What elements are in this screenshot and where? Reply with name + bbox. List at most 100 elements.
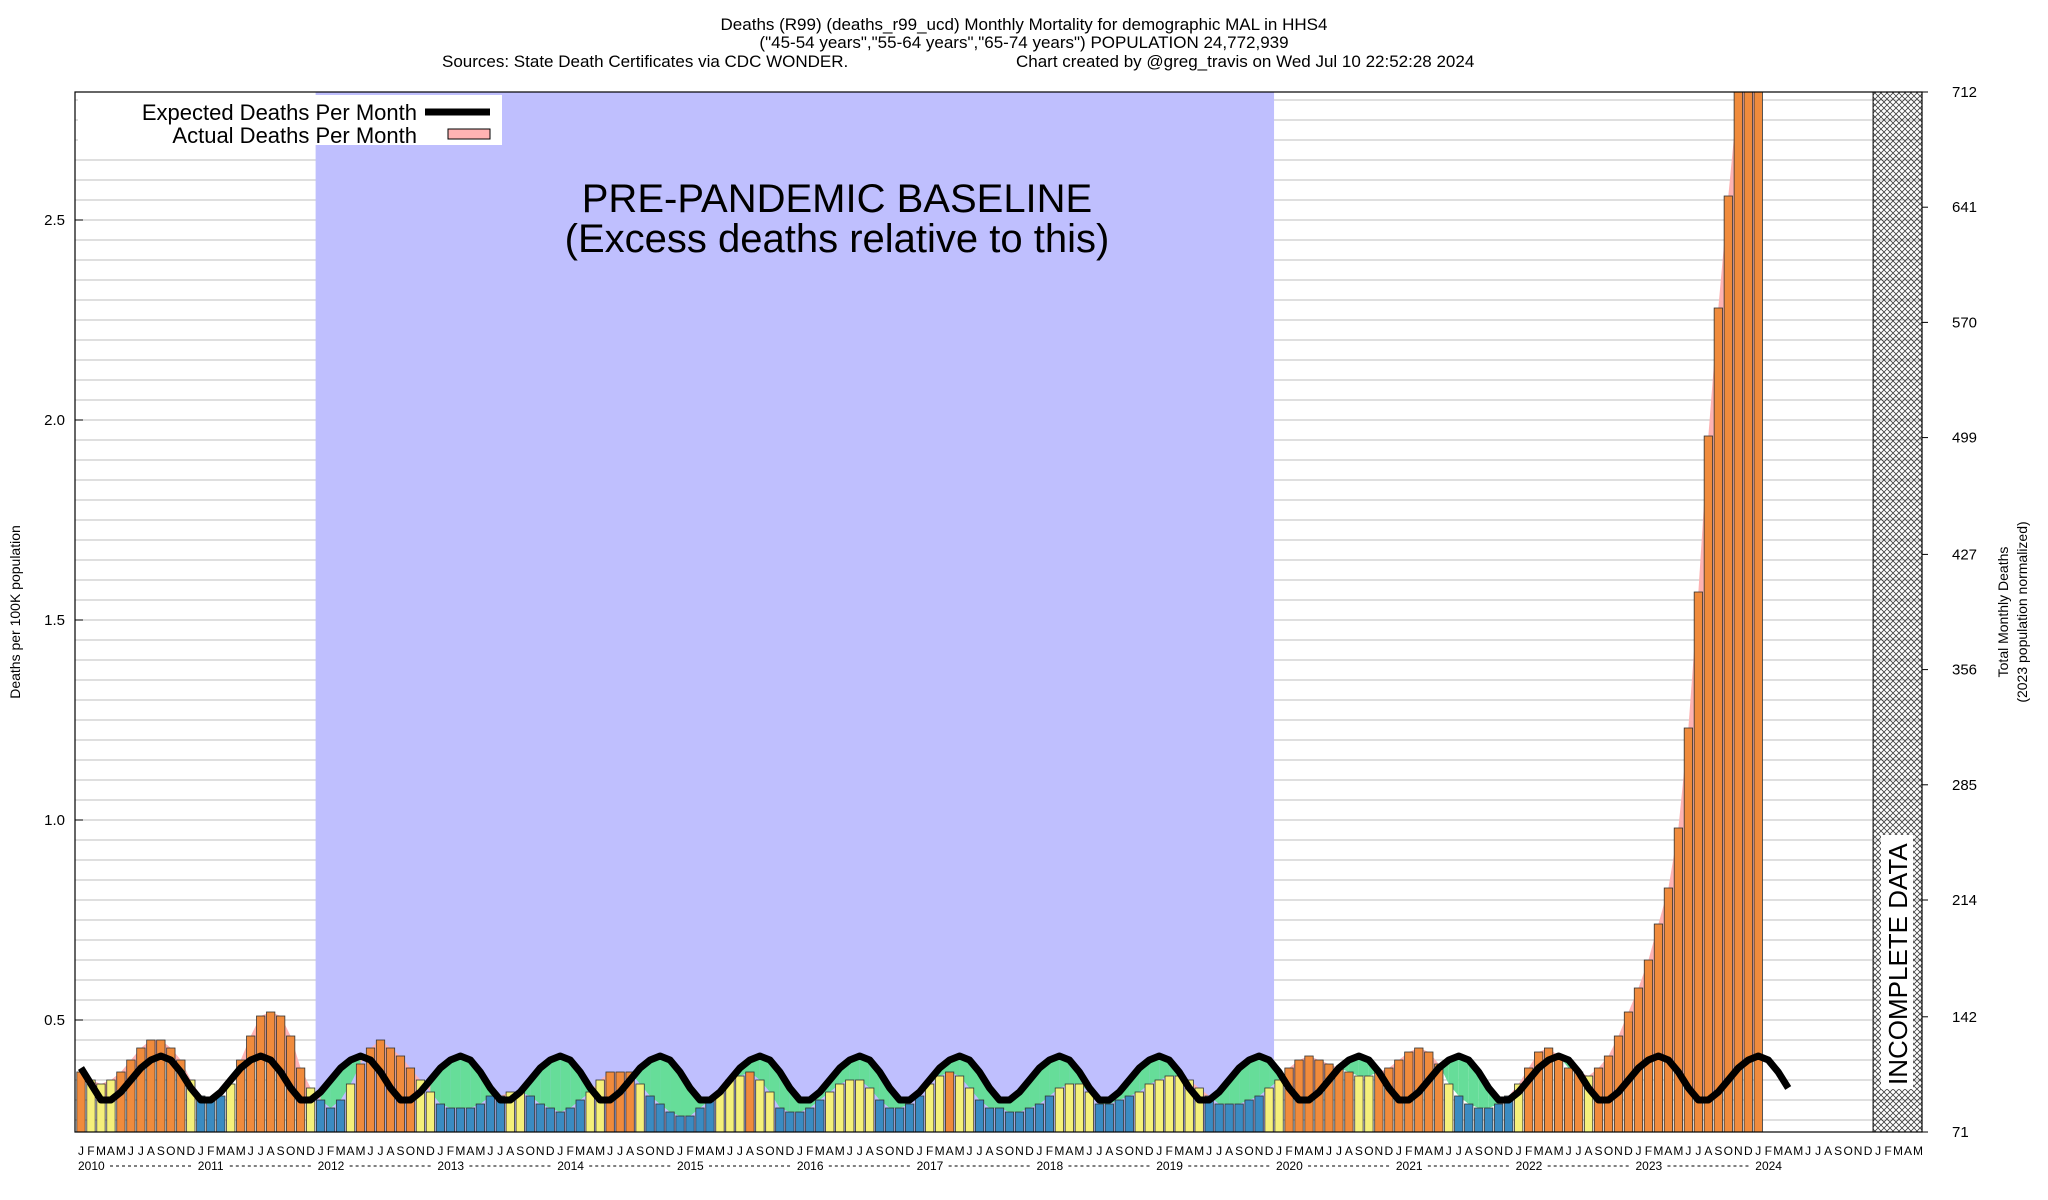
month-label: D <box>186 1144 195 1158</box>
month-label: M <box>1893 1144 1903 1158</box>
month-label: N <box>1375 1144 1384 1158</box>
bar <box>645 1095 655 1133</box>
month-label: S <box>1235 1144 1243 1158</box>
incomplete-label-box <box>1881 835 1913 1089</box>
month-label: N <box>1734 1144 1743 1158</box>
month-label: D <box>426 1144 435 1158</box>
bar <box>745 1071 755 1133</box>
month-label: M <box>1414 1144 1424 1158</box>
excess-fill <box>460 1056 471 1108</box>
month-label: M <box>595 1144 605 1158</box>
month-label: N <box>1015 1144 1024 1158</box>
bar <box>1164 1075 1174 1133</box>
bar <box>555 1111 565 1133</box>
y-tick-label: 2.0 <box>44 412 65 429</box>
bar <box>1713 307 1723 1133</box>
baseline-label: PRE-PANDEMIC BASELINE <box>582 177 1093 221</box>
month-label: M <box>955 1144 965 1158</box>
bar <box>845 1079 855 1133</box>
month-label: S <box>1355 1144 1363 1158</box>
bar <box>565 1107 575 1133</box>
month-label: D <box>786 1144 795 1158</box>
month-label: D <box>306 1144 315 1158</box>
month-label: M <box>1773 1144 1783 1158</box>
y2-tick-label: 356 <box>1952 662 1977 679</box>
month-label: A <box>1465 1144 1473 1158</box>
month-label: A <box>147 1144 155 1158</box>
y2-tick-label: 712 <box>1952 84 1977 101</box>
bar <box>1114 1099 1124 1133</box>
month-label: A <box>386 1144 394 1158</box>
excess-fill <box>540 1060 551 1108</box>
month-label: S <box>1115 1144 1123 1158</box>
month-label: D <box>1744 1144 1753 1158</box>
bar <box>345 1083 356 1133</box>
month-label: N <box>1255 1144 1264 1158</box>
y2-axis-sublabel: (2023 population normalized) <box>2014 521 2030 702</box>
right-axis: 71 142 214 285 356 427 499 570 641 712 <box>1922 84 1977 1141</box>
bar <box>325 1107 336 1133</box>
month-label: J <box>487 1144 493 1158</box>
month-label: D <box>666 1144 675 1158</box>
month-label: O <box>166 1144 175 1158</box>
y2-tick-label: 71 <box>1952 1124 1969 1141</box>
bar <box>1444 1083 1454 1133</box>
year-label: 2014 <box>557 1159 584 1173</box>
month-label: A <box>626 1144 634 1158</box>
bar <box>635 1083 645 1133</box>
month-label: M <box>116 1144 126 1158</box>
y-tick-label: 2.5 <box>44 212 65 229</box>
month-label: N <box>1854 1144 1863 1158</box>
incomplete-label: INCOMPLETE DATA <box>1883 843 1913 1085</box>
month-label: N <box>296 1144 305 1158</box>
bar <box>954 1075 965 1133</box>
month-label: M <box>336 1144 346 1158</box>
year-label: 2024 <box>1755 1159 1782 1173</box>
month-label: F <box>926 1144 933 1158</box>
bar <box>1024 1107 1035 1133</box>
month-label: O <box>1244 1144 1253 1158</box>
legend-actual-swatch <box>447 128 491 140</box>
month-label: M <box>1554 1144 1564 1158</box>
month-label: J <box>1206 1144 1212 1158</box>
month-label: S <box>516 1144 524 1158</box>
bar <box>935 1075 945 1133</box>
excess-fill <box>650 1056 661 1104</box>
month-label: A <box>1545 1144 1553 1158</box>
y2-tick-label: 570 <box>1952 314 1977 331</box>
bar <box>445 1107 455 1133</box>
month-label: A <box>1105 1144 1113 1158</box>
month-label: J <box>917 1144 923 1158</box>
bar <box>1124 1095 1134 1133</box>
bar <box>1703 435 1713 1133</box>
bar <box>1653 923 1664 1133</box>
bar <box>1154 1079 1164 1133</box>
bar <box>685 1115 695 1133</box>
month-label: A <box>1305 1144 1313 1158</box>
month-label: J <box>1516 1144 1522 1158</box>
month-label: D <box>546 1144 555 1158</box>
left-axis: 0.5 1.0 1.5 2.0 2.5 <box>44 212 83 1029</box>
bar <box>316 1099 326 1133</box>
month-label: A <box>1904 1144 1912 1158</box>
month-label: F <box>1405 1144 1412 1158</box>
excess-fill <box>680 1072 691 1116</box>
month-label: F <box>567 1144 574 1158</box>
month-label: D <box>1624 1144 1633 1158</box>
month-label: F <box>207 1144 214 1158</box>
month-label: A <box>1824 1144 1832 1158</box>
bar <box>595 1079 605 1133</box>
bar <box>1344 1071 1354 1133</box>
month-label: J <box>198 1144 204 1158</box>
month-label: D <box>1864 1144 1873 1158</box>
month-label: A <box>826 1144 834 1158</box>
bar <box>795 1111 805 1133</box>
year-label: 2016 <box>797 1159 824 1173</box>
bar <box>1494 1103 1504 1133</box>
bar <box>146 1039 156 1133</box>
month-label: F <box>1046 1144 1053 1158</box>
month-label: J <box>607 1144 613 1158</box>
y-tick-label: 0.5 <box>44 1012 65 1029</box>
legend: Expected Deaths Per Month Actual Deaths … <box>78 95 502 148</box>
month-label: F <box>1884 1144 1891 1158</box>
